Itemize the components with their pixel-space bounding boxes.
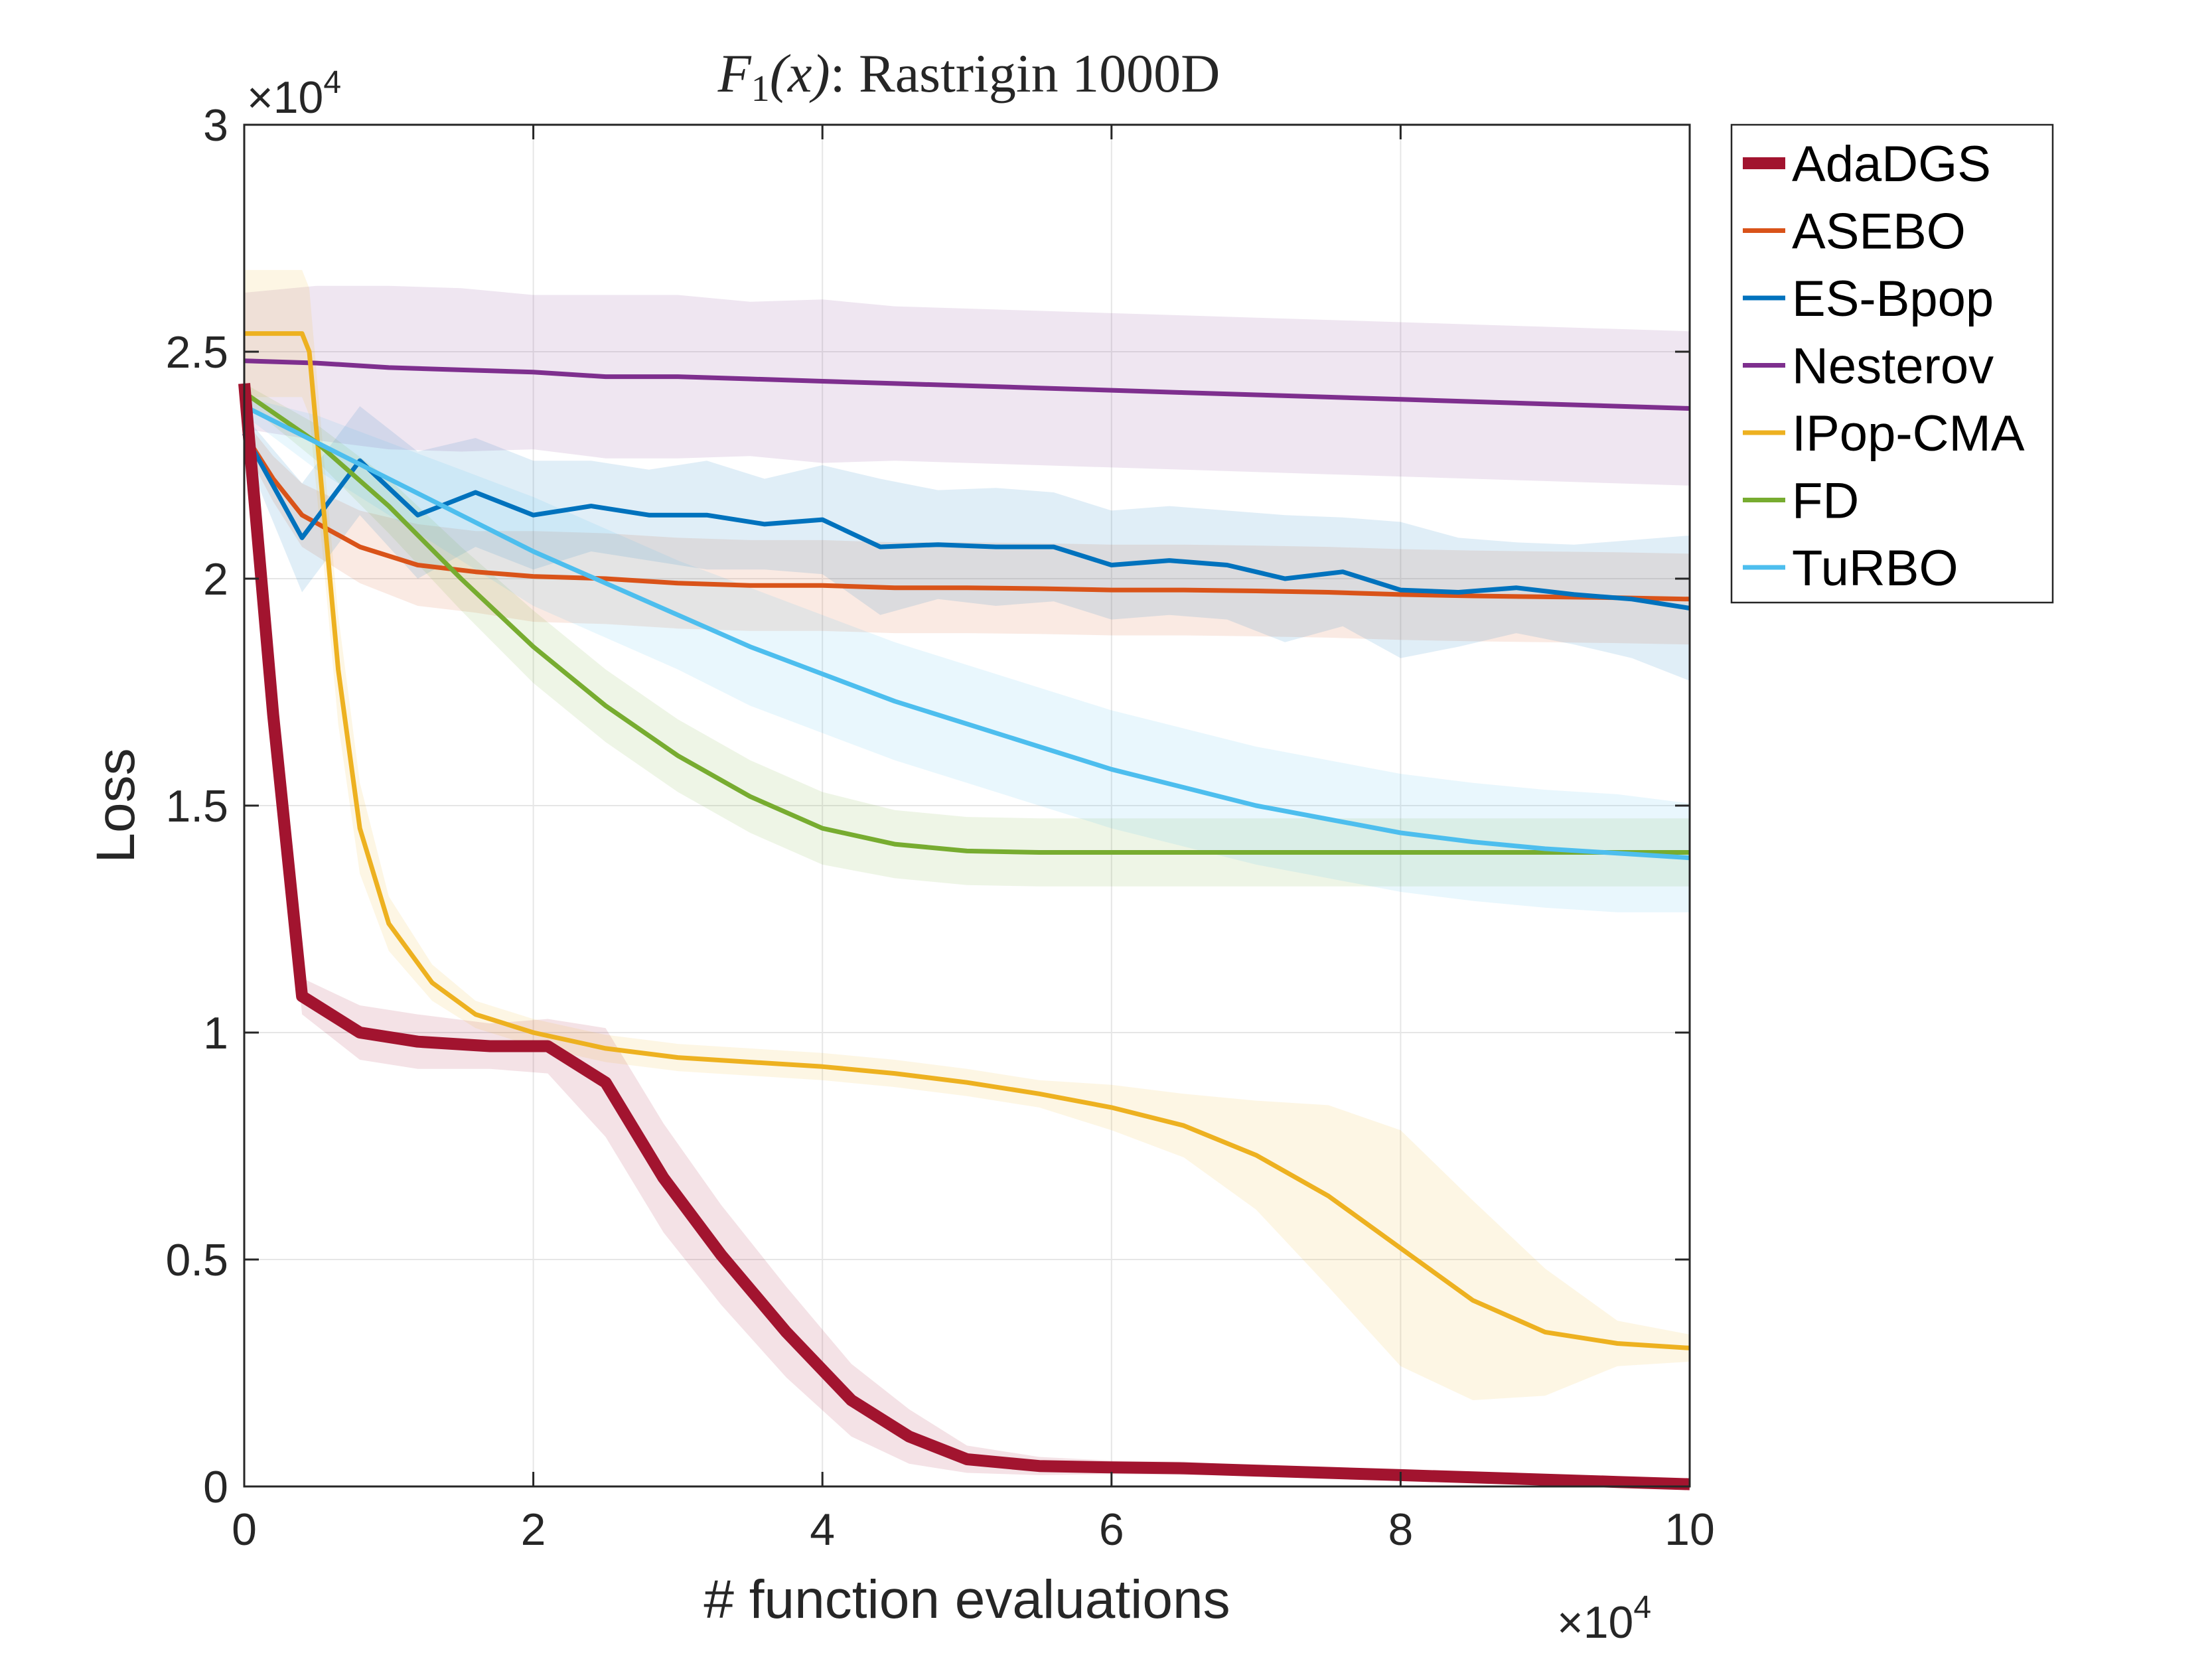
series-line-nesterov [244,358,1690,411]
series-line-ipop-cma [244,331,1690,1350]
y-tick-label: 0 [203,1462,228,1512]
band-ipop-cma [244,269,1690,1400]
legend-label: AdaDGS [1792,136,1991,192]
legend: AdaDGS ASEBO ES-Bpop Nesterov IPop-CMA FD TuRB… [1743,136,2025,597]
title-function-argument: (x) [770,43,830,104]
x-exponent-base: ×10 [1557,1597,1633,1648]
tick-marks [243,123,1691,1488]
band-asebo [244,419,1690,645]
x-tick-label: 10 [1664,1504,1715,1555]
y-exponent-label: ×104 [247,65,341,123]
legend-label: TuRBO [1792,540,1958,597]
series-line-es-bpop [242,432,1690,611]
x-tick-label: 0 [232,1504,257,1555]
title-function-symbol: F [717,43,752,104]
y-tick-labels: 0 0.5 1 1.5 2 2.5 3 [165,100,228,1512]
legend-label: IPop-CMA [1792,405,2025,462]
x-axis-label: # function evaluations [703,1569,1230,1630]
y-tick-label: 3 [203,100,228,151]
x-exponent-power: 4 [1633,1590,1651,1625]
y-tick-label: 2 [203,554,228,605]
legend-label: FD [1792,473,1859,530]
chart-title: F1(x): Rastrigin 1000D [717,43,1220,109]
x-tick-label: 6 [1099,1504,1124,1555]
x-tick-label: 2 [521,1504,546,1555]
band-turbo [244,397,1690,912]
series-line-adadgs [238,383,1690,1490]
title-function-subscript: 1 [751,68,770,109]
series-line-asebo [242,432,1690,602]
y-tick-label: 1.5 [165,781,228,831]
y-tick-label: 2.5 [165,327,228,378]
y-tick-label: 1 [203,1008,228,1058]
y-exponent-power: 4 [323,65,341,100]
series-line-fd [243,390,1690,855]
series-line-turbo [243,403,1690,861]
legend-label: ASEBO [1792,204,1966,260]
band-fd [244,383,1690,887]
legend-label: ES-Bpop [1792,271,1994,327]
title-suffix: : Rastrigin 1000D [830,43,1220,104]
x-tick-labels: 0 2 4 6 8 10 [232,1504,1715,1555]
x-tick-label: 8 [1388,1504,1413,1555]
legend-label: Nesterov [1792,338,1994,395]
series-lines [238,331,1690,1490]
x-exponent-label: ×104 [1557,1590,1651,1648]
x-tick-label: 4 [810,1504,835,1555]
y-tick-label: 0.5 [165,1235,228,1285]
y-axis-label: Loss [86,748,146,863]
y-exponent-base: ×10 [247,72,323,123]
confidence-bands [244,269,1690,1487]
